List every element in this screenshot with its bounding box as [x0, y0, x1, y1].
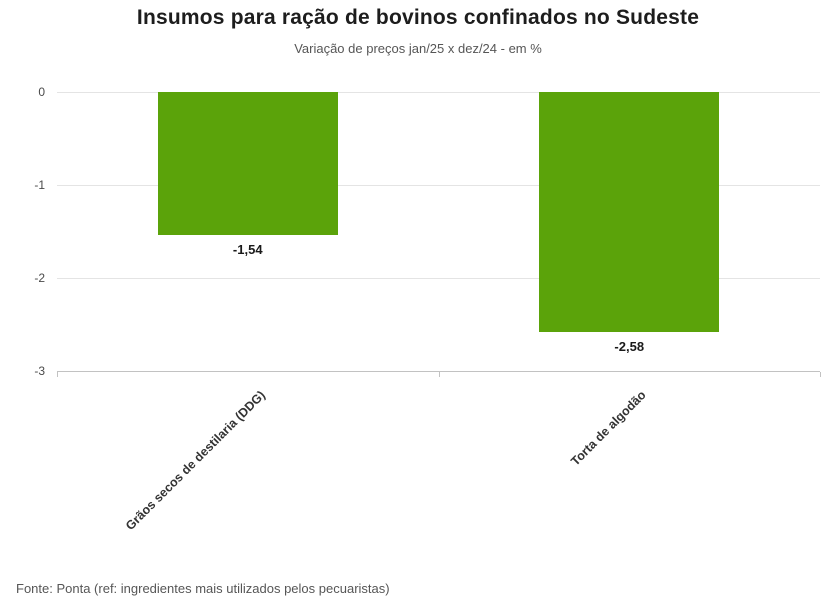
gridline [57, 185, 820, 186]
bar-value-label: -1,54 [232, 242, 263, 258]
source-note: Fonte: Ponta (ref: ingredientes mais uti… [16, 581, 390, 596]
gridline [57, 278, 820, 279]
x-axis-tick [57, 372, 58, 377]
y-axis-tick-label: -2 [34, 271, 45, 285]
y-axis-tick-label: -3 [34, 364, 45, 378]
x-axis-category-label: Torta de algodão [568, 388, 650, 469]
gridline [57, 92, 820, 93]
x-axis-line [57, 371, 820, 372]
x-axis-tick [438, 372, 440, 377]
bar [157, 92, 338, 236]
chart-title: Insumos para ração de bovinos confinados… [136, 6, 700, 29]
y-axis-tick-label: 0 [38, 85, 45, 99]
x-axis-category-label: Grãos secos de destilaria (DDG) [122, 388, 268, 533]
y-axis-tick-label: -1 [34, 178, 45, 192]
bar-value-label: -2,58 [614, 338, 645, 354]
chart-subtitle: Variação de preços jan/25 x dez/24 - em … [294, 41, 542, 56]
bar [539, 92, 720, 332]
x-axis-tick [820, 372, 821, 377]
